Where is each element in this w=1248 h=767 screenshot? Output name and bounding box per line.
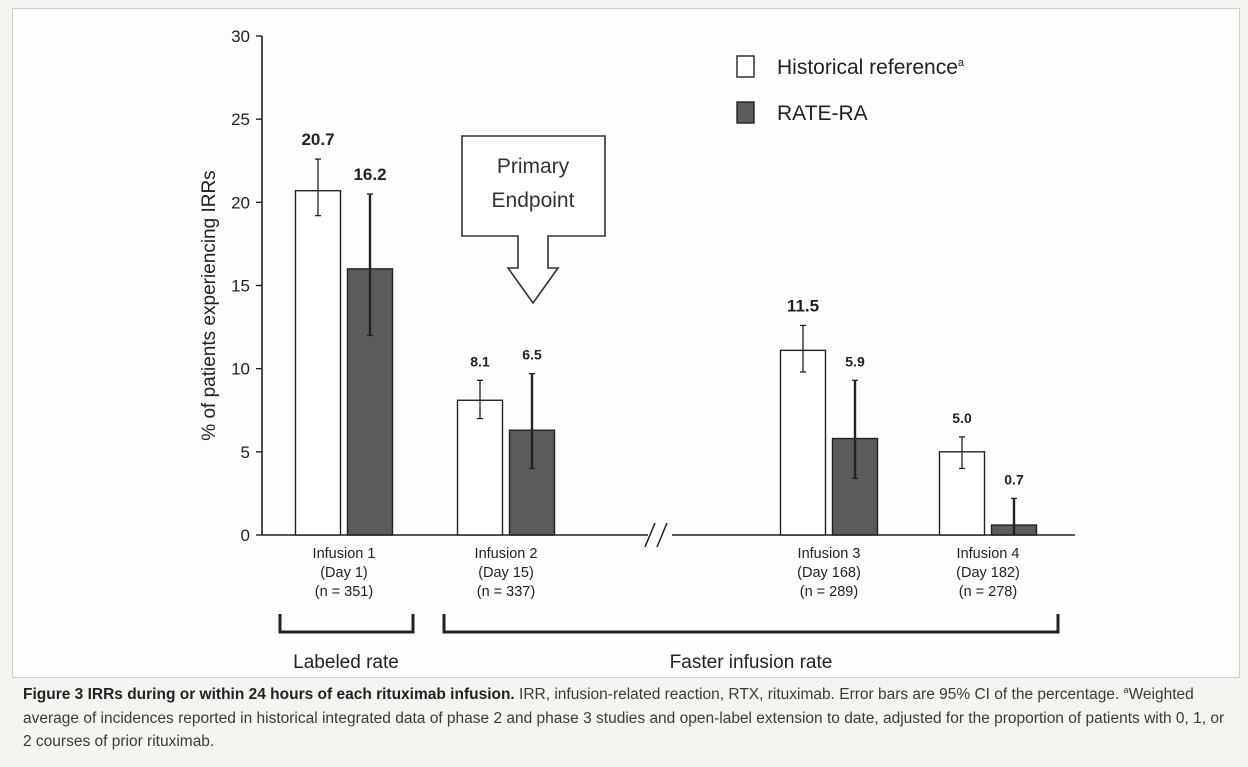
y-tick-label: 0 <box>241 526 250 545</box>
bracket-faster-infusion <box>442 614 1060 634</box>
y-tick-label: 20 <box>231 193 250 212</box>
callout-text: Endpoint <box>492 189 575 212</box>
data-label: 6.5 <box>522 347 542 363</box>
bracket-labeled-rate <box>278 614 415 634</box>
callout-text: Primary <box>497 155 570 178</box>
category-label: Infusion 3 <box>798 546 861 562</box>
category-label: (n = 289) <box>800 584 858 600</box>
group-label-faster-infusion: Faster infusion rate <box>670 652 833 673</box>
group-label-labeled-rate: Labeled rate <box>293 652 399 673</box>
category-label: Infusion 2 <box>475 546 538 562</box>
caption-text: IRR, infusion-related reaction, RTX, rit… <box>514 686 1124 703</box>
irr-bar-chart: 0 5 10 15 20 25 30 % of patients experiencing I… <box>199 27 1075 673</box>
bar-historical <box>456 399 504 536</box>
data-label: 8.1 <box>470 353 490 369</box>
data-label: 11.5 <box>787 296 819 315</box>
axis-break-mark <box>644 522 656 548</box>
y-tick-label: 10 <box>231 360 250 379</box>
category-label: (n = 337) <box>477 584 535 600</box>
caption-title: Figure 3 IRRs during or within 24 hours … <box>23 686 515 703</box>
y-tick-label: 15 <box>231 277 250 296</box>
category-label: (Day 168) <box>797 565 861 581</box>
bar-historical <box>294 189 342 536</box>
figure-caption: Figure 3 IRRs during or within 24 hours … <box>23 683 1233 754</box>
caption-footnote: Weighted average of incidences reported … <box>23 686 1225 750</box>
legend-label: Historical referencea <box>777 56 965 79</box>
bar-historical <box>779 349 827 536</box>
data-label: 0.7 <box>1004 471 1024 487</box>
primary-endpoint-callout <box>461 135 606 305</box>
y-tick-label: 30 <box>231 27 250 46</box>
data-label: 5.9 <box>845 353 865 369</box>
category-label: (Day 15) <box>478 565 534 581</box>
category-label: (n = 278) <box>959 584 1017 600</box>
data-label: 5.0 <box>952 410 972 426</box>
legend-swatch <box>736 55 755 78</box>
caption-footnote-mark: a <box>1123 684 1129 695</box>
y-tick-label: 25 <box>231 110 250 129</box>
category-label: (Day 182) <box>956 565 1020 581</box>
category-label: Infusion 1 <box>313 546 376 562</box>
category-label: (n = 351) <box>315 584 373 600</box>
figure-frame <box>12 8 1240 678</box>
category-label: (Day 1) <box>320 565 368 581</box>
data-label: 20.7 <box>301 130 334 149</box>
data-label: 16.2 <box>353 165 386 184</box>
legend-label-sup: a <box>958 57 965 69</box>
legend-swatch <box>736 101 755 124</box>
y-tick-label: 5 <box>241 443 250 462</box>
axis-break-mark <box>656 522 668 548</box>
category-label: Infusion 4 <box>957 546 1020 562</box>
y-axis-title: % of patients experiencing IRRs <box>199 170 220 440</box>
legend-label: RATE-RA <box>777 102 868 125</box>
